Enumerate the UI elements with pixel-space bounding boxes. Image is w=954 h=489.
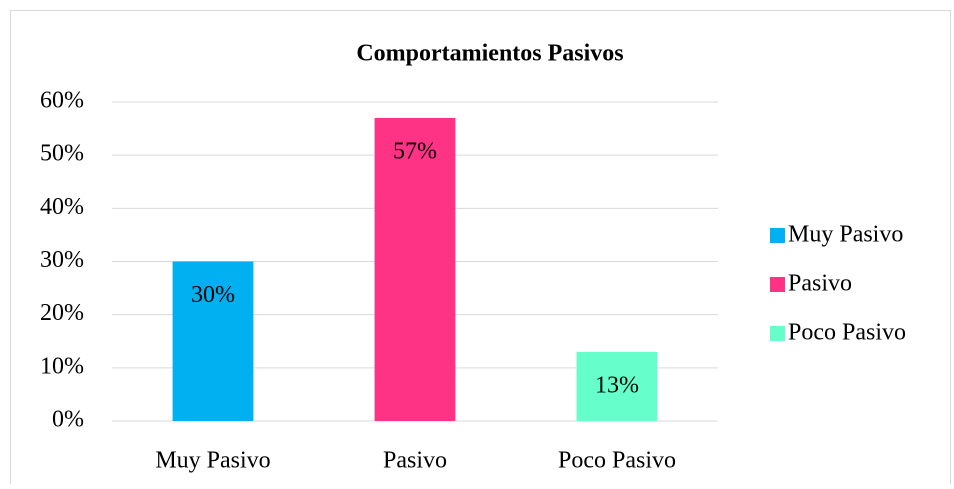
y-tick-label: 60% xyxy=(40,88,84,114)
y-tick-label: 20% xyxy=(40,300,84,326)
bar xyxy=(576,351,658,421)
chart-title: Comportamientos Pasivos xyxy=(356,41,623,67)
legend-label: Poco Pasivo xyxy=(788,320,906,346)
legend-swatch xyxy=(770,277,785,292)
bar xyxy=(172,261,254,421)
x-tick-label: Muy Pasivo xyxy=(155,448,270,474)
chart-border xyxy=(10,10,951,489)
data-label: 30% xyxy=(191,282,235,308)
y-tick-label: 0% xyxy=(52,407,84,433)
legend-label: Muy Pasivo xyxy=(788,222,903,248)
y-tick-label: 50% xyxy=(40,141,84,167)
data-label: 13% xyxy=(595,372,639,398)
y-tick-label: 10% xyxy=(40,353,84,379)
legend-swatch xyxy=(770,228,785,243)
x-tick-label: Pasivo xyxy=(383,448,447,474)
legend-swatch xyxy=(770,326,785,341)
y-tick-label: 40% xyxy=(40,194,84,220)
y-tick-label: 30% xyxy=(40,247,84,273)
x-tick-label: Poco Pasivo xyxy=(558,448,676,474)
bar xyxy=(374,117,456,421)
data-label: 57% xyxy=(393,138,437,164)
legend-label: Pasivo xyxy=(788,271,852,297)
